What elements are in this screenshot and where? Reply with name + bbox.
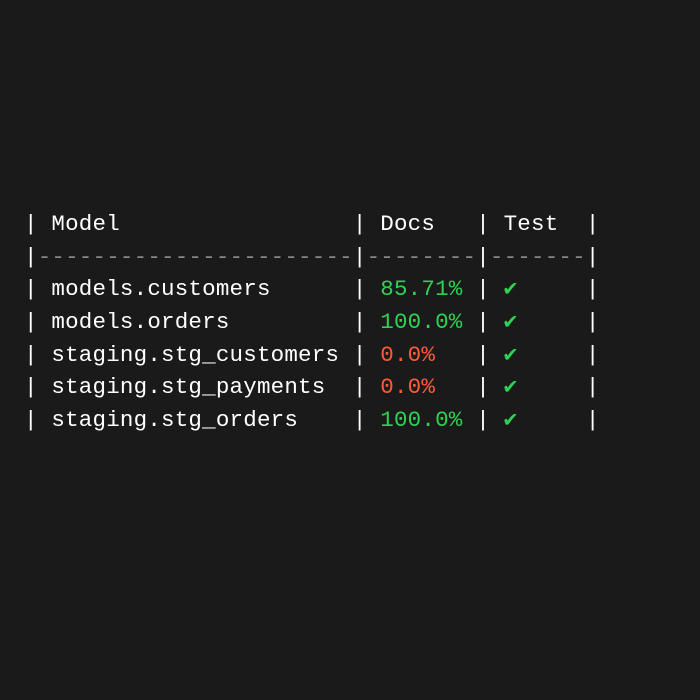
pipe-glyph: |	[24, 374, 38, 400]
pipe-glyph: |	[586, 244, 600, 270]
checkmark-icon: ✔	[504, 276, 518, 302]
col-header-model: Model	[51, 211, 120, 237]
divider-segment: --------	[367, 244, 477, 270]
pipe-glyph: |	[476, 244, 490, 270]
pipe-glyph: |	[586, 309, 600, 335]
table-row: | models.customers | 85.71% | ✔ |	[24, 276, 600, 302]
pipe-glyph: |	[353, 374, 367, 400]
pipe-glyph: |	[586, 407, 600, 433]
cell-docs: 85.71%	[380, 276, 462, 302]
pipe-glyph: |	[353, 244, 367, 270]
col-header-test: Test	[504, 211, 559, 237]
cell-model: models.orders	[51, 309, 229, 335]
pipe-glyph: |	[353, 211, 367, 237]
pipe-glyph: |	[353, 309, 367, 335]
pipe-glyph: |	[586, 211, 600, 237]
pipe-glyph: |	[353, 342, 367, 368]
pipe-glyph: |	[586, 374, 600, 400]
pipe-glyph: |	[24, 211, 38, 237]
checkmark-icon: ✔	[504, 407, 518, 433]
cell-model: staging.stg_payments	[51, 374, 325, 400]
pipe-glyph: |	[476, 374, 490, 400]
table-divider-row: |-----------------------|--------|------…	[24, 244, 600, 270]
pipe-glyph: |	[353, 276, 367, 302]
pipe-glyph: |	[24, 244, 38, 270]
pipe-glyph: |	[24, 342, 38, 368]
col-header-docs: Docs	[380, 211, 435, 237]
checkmark-icon: ✔	[504, 309, 518, 335]
divider-segment: -----------------------	[38, 244, 353, 270]
table-row: | staging.stg_orders | 100.0% | ✔ |	[24, 407, 600, 433]
cell-docs: 0.0%	[380, 342, 435, 368]
cell-model: models.customers	[51, 276, 270, 302]
pipe-glyph: |	[476, 211, 490, 237]
table-row: | models.orders | 100.0% | ✔ |	[24, 309, 600, 335]
checkmark-icon: ✔	[504, 342, 518, 368]
table-header-row: | Model | Docs | Test |	[24, 211, 600, 237]
pipe-glyph: |	[353, 407, 367, 433]
cell-docs: 100.0%	[380, 407, 462, 433]
cell-model: staging.stg_customers	[51, 342, 339, 368]
cell-docs: 0.0%	[380, 374, 435, 400]
divider-segment: -------	[490, 244, 586, 270]
terminal-output: | Model | Docs | Test | |---------------…	[0, 0, 700, 436]
pipe-glyph: |	[476, 276, 490, 302]
pipe-glyph: |	[586, 342, 600, 368]
table-row: | staging.stg_customers | 0.0% | ✔ |	[24, 342, 600, 368]
table-row: | staging.stg_payments | 0.0% | ✔ |	[24, 374, 600, 400]
pipe-glyph: |	[476, 309, 490, 335]
pipe-glyph: |	[476, 407, 490, 433]
pipe-glyph: |	[24, 276, 38, 302]
pipe-glyph: |	[476, 342, 490, 368]
checkmark-icon: ✔	[504, 374, 518, 400]
pipe-glyph: |	[24, 407, 38, 433]
pipe-glyph: |	[586, 276, 600, 302]
pipe-glyph: |	[24, 309, 38, 335]
cell-model: staging.stg_orders	[51, 407, 298, 433]
cell-docs: 100.0%	[380, 309, 462, 335]
